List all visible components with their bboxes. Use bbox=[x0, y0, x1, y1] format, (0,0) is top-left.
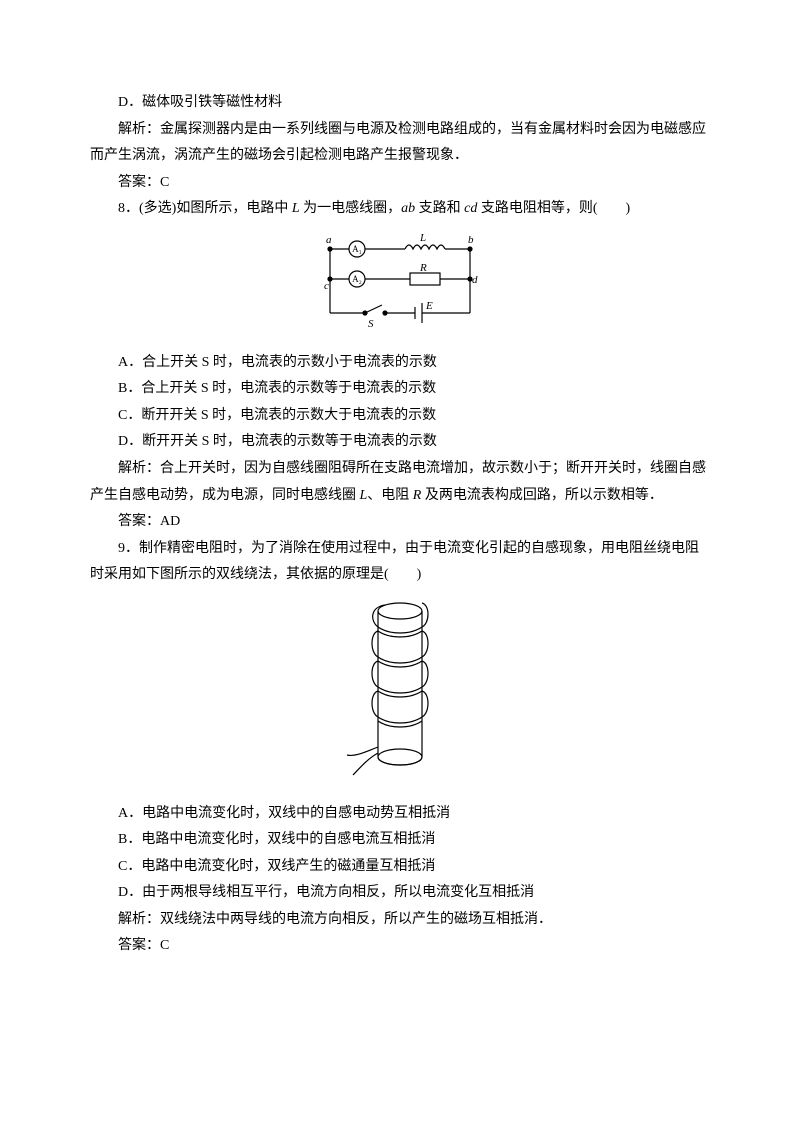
circuit-label-c: c bbox=[324, 280, 329, 292]
q9-option-b: B．电路中电流变化时，双线中的自感电流互相抵消 bbox=[90, 827, 710, 854]
q8-option-a: A．合上开关 S 时，电流表的示数小于电流表的示数 bbox=[90, 350, 710, 377]
q8-answer: 答案：AD bbox=[90, 509, 710, 536]
q9-option-c: C．电路中电流变化时，双线产生的磁通量互相抵消 bbox=[90, 854, 710, 881]
q8-option-b: B．合上开关 S 时，电流表的示数等于电流表的示数 bbox=[90, 376, 710, 403]
q8-stem: 8．(多选)如图所示，电路中 L 为一电感线圈，ab 支路和 cd 支路电阻相等… bbox=[90, 196, 710, 223]
circuit-label-d: d bbox=[472, 274, 478, 286]
circuit-label-A2: A₂ bbox=[352, 274, 362, 284]
circuit-label-E: E bbox=[425, 300, 433, 312]
q9-answer: 答案：C bbox=[90, 933, 710, 960]
circuit-label-S: S bbox=[368, 318, 374, 330]
q8-option-d: D．断开开关 S 时，电流表的示数等于电流表的示数 bbox=[90, 429, 710, 456]
q9-stem: 9．制作精密电阻时，为了消除在使用过程中，由于电流变化引起的自感现象，用电阻丝绕… bbox=[90, 536, 710, 589]
q8-option-c: C．断开开关 S 时，电流表的示数大于电流表的示数 bbox=[90, 403, 710, 430]
circuit-label-L: L bbox=[419, 232, 426, 244]
q8-stem-ab: ab bbox=[401, 201, 415, 216]
page-root: D．磁体吸引铁等磁性材料 解析：金属探测器内是由一系列线圈与电源及检测电路组成的… bbox=[0, 0, 800, 1132]
q8-expl-b: 、电阻 bbox=[367, 488, 413, 503]
q8-circuit-figure: a b c d L R E S A₁ A₂ bbox=[90, 231, 710, 342]
q9-explanation: 解析：双线绕法中两导线的电流方向相反，所以产生的磁场互相抵消． bbox=[90, 907, 710, 934]
q8-stem-b: 为一电感线圈， bbox=[300, 201, 402, 216]
q7-option-d: D．磁体吸引铁等磁性材料 bbox=[90, 90, 710, 117]
circuit-label-A1: A₁ bbox=[352, 244, 362, 254]
circuit-label-b: b bbox=[468, 234, 474, 246]
circuit-diagram: a b c d L R E S A₁ A₂ bbox=[310, 231, 490, 331]
bifilar-coil-diagram bbox=[345, 597, 455, 782]
q7-explanation: 解析：金属探测器内是由一系列线圈与电源及检测电路组成的，当有金属材料时会因为电磁… bbox=[90, 117, 710, 170]
q7-answer: 答案：C bbox=[90, 170, 710, 197]
q9-cylinder-figure bbox=[90, 597, 710, 793]
q8-stem-d: 支路电阻相等，则( ) bbox=[477, 201, 630, 216]
q8-stem-cd: cd bbox=[464, 201, 477, 216]
circuit-label-a: a bbox=[326, 234, 332, 246]
q8-expl-c: 及两电流表构成回路，所以示数相等． bbox=[421, 488, 663, 503]
q9-option-a: A．电路中电流变化时，双线中的自感电动势互相抵消 bbox=[90, 801, 710, 828]
q9-option-d: D．由于两根导线相互平行，电流方向相反，所以电流变化互相抵消 bbox=[90, 880, 710, 907]
q8-explanation: 解析：合上开关时，因为自感线圈阻碍所在支路电流增加，故示数小于；断开开关时，线圈… bbox=[90, 456, 710, 509]
q8-stem-L: L bbox=[292, 201, 300, 216]
q8-stem-a: 8．(多选)如图所示，电路中 bbox=[118, 201, 292, 216]
circuit-label-R: R bbox=[419, 262, 427, 274]
q8-stem-c: 支路和 bbox=[415, 201, 464, 216]
